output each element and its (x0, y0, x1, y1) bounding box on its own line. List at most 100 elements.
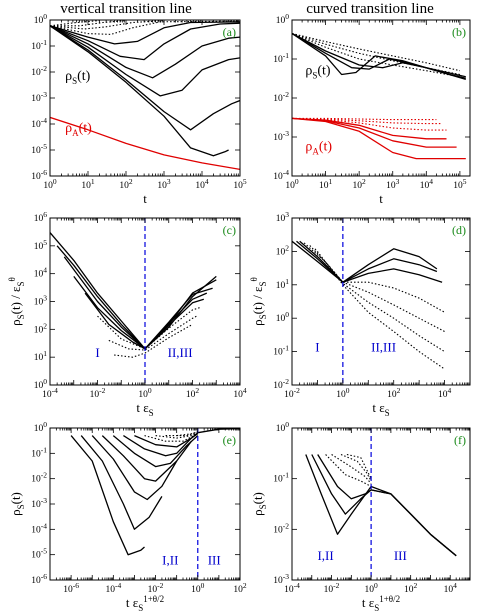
series-line-7 (108, 315, 197, 351)
series-line-10 (50, 20, 127, 27)
y-tick-label: 10-5 (31, 547, 47, 561)
series-line-5 (112, 435, 199, 468)
x-tick-label: 10-2 (148, 581, 164, 595)
x-tick-label: 102 (119, 177, 133, 191)
y-tick-label: 102 (276, 243, 290, 257)
x-tick-label: 104 (420, 177, 434, 191)
x-tick-label: 104 (444, 581, 458, 595)
x-tick-label: 10-4 (105, 581, 121, 595)
x-tick-label: 10-6 (63, 581, 79, 595)
y-tick-label: 10-1 (273, 51, 289, 65)
series-line-1 (292, 240, 438, 283)
y-tick-label: 10-1 (273, 344, 289, 358)
series-group (292, 32, 466, 160)
series-line-2 (80, 435, 163, 530)
region-label: I,II (162, 553, 178, 568)
series-line-2 (50, 25, 229, 157)
y-tick-label: 100 (276, 310, 290, 324)
x-tick-label: 102 (387, 386, 401, 400)
y-tick-label: 101 (34, 349, 48, 363)
x-tick-label: 10-2 (324, 581, 340, 595)
x-tick-label: 100 (43, 177, 57, 191)
series-line-7 (346, 453, 372, 479)
y-axis-label: ρS(t) (8, 492, 26, 516)
series-line-2 (311, 454, 457, 557)
y-tick-label: 100 (276, 420, 290, 434)
series-label: ρS(t) (65, 69, 91, 86)
x-tick-label: 104 (233, 386, 247, 400)
x-tick-label: 102 (404, 581, 418, 595)
x-tick-label: 103 (386, 177, 400, 191)
series-line-9 (50, 20, 165, 30)
series-line-4 (292, 32, 460, 78)
y-tick-label: 104 (34, 266, 48, 280)
series-line-1 (50, 116, 240, 171)
plot-frame (291, 427, 471, 581)
y-tick-label: 10-3 (273, 572, 289, 586)
y-tick-label: 10-3 (31, 90, 47, 104)
x-axis-label: t (379, 191, 383, 206)
panel-d: 10-2 100 102 104 10-2 10-1 100 101 102 103 t εS ρS(… (249, 210, 471, 418)
series-group (50, 20, 240, 171)
y-tick-label: 10-4 (31, 521, 47, 535)
region-label: I (315, 340, 319, 355)
y-tick-label: 103 (276, 210, 290, 224)
column-title-right: curved transition line (306, 1, 434, 17)
x-tick-label: 100 (191, 581, 205, 595)
panel-label: (d) (452, 223, 466, 237)
panel-label: (b) (452, 25, 466, 39)
x-tick-label: 105 (453, 177, 467, 191)
series-line-3 (50, 25, 240, 131)
series-line-4 (101, 435, 192, 482)
series-line-8 (50, 20, 240, 35)
series-line-3 (292, 32, 466, 78)
y-tick-label: 10-4 (273, 168, 289, 182)
y-tick-label: 102 (34, 321, 48, 335)
x-axis-label: t εS (136, 400, 153, 418)
region-label: III (394, 548, 407, 563)
series-group (70, 428, 240, 556)
series-line-5 (309, 245, 445, 332)
series-line-1 (305, 454, 457, 557)
x-tick-label: 100 (285, 177, 299, 191)
y-tick-label: 10-1 (31, 445, 47, 459)
x-axis-label: t εS1+θ/2 (126, 594, 164, 613)
y-axis-label: ρS(t) / εSθ (249, 277, 268, 326)
x-tick-label: 10-2 (90, 386, 106, 400)
y-tick-label: 10-2 (273, 90, 289, 104)
series-line-1 (50, 232, 217, 350)
x-tick-label: 101 (319, 177, 333, 191)
region-label: II,III (371, 340, 396, 355)
series-line-6 (97, 307, 200, 350)
series-line-4 (50, 25, 240, 97)
series-label: ρA(t) (305, 140, 332, 157)
series-line-7 (316, 251, 445, 370)
series-line-3 (317, 454, 457, 557)
series-line-9 (155, 432, 199, 439)
panel-e: 10-6 10-4 10-2 100 102 10-6 10-5 10-4 10-3 10-2 10… (8, 420, 247, 613)
region-label: II,III (168, 345, 193, 360)
x-tick-label: 105 (233, 177, 247, 191)
series-group (305, 453, 457, 557)
x-tick-label: 10-4 (42, 386, 58, 400)
series-line-12 (292, 117, 437, 121)
y-tick-label: 101 (276, 277, 290, 291)
series-line-4 (303, 242, 445, 313)
region-label: I,II (317, 548, 333, 563)
panel-label: (e) (223, 433, 236, 447)
series-line-3 (91, 435, 178, 501)
x-tick-label: 100 (138, 386, 152, 400)
y-tick-label: 10-4 (31, 116, 47, 130)
series-line-11 (50, 20, 100, 27)
x-tick-label: 102 (233, 581, 247, 595)
series-label: ρA(t) (65, 121, 92, 138)
y-tick-label: 10-1 (31, 38, 47, 52)
series-line-5 (50, 25, 240, 79)
series-line-8 (114, 323, 193, 358)
series-line-3 (63, 256, 213, 350)
x-tick-label: 101 (81, 177, 95, 191)
x-axis-label: t εS (372, 400, 389, 418)
x-tick-label: 10-4 (284, 581, 300, 595)
panel-label: (a) (223, 25, 236, 39)
